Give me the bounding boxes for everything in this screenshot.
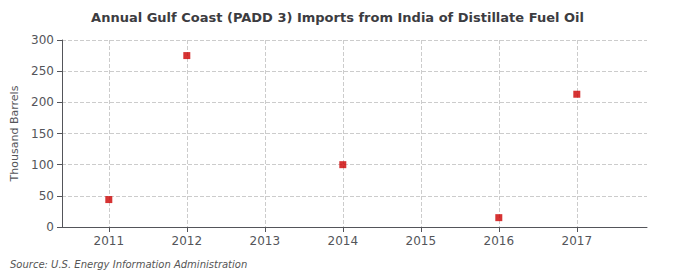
- svg-text:Thousand Barrels: Thousand Barrels: [8, 85, 21, 182]
- svg-text:50: 50: [39, 189, 54, 203]
- svg-text:150: 150: [31, 127, 54, 141]
- svg-text:100: 100: [31, 158, 54, 172]
- svg-text:2016: 2016: [484, 234, 515, 248]
- svg-text:Annual Gulf Coast (PADD 3) Imp: Annual Gulf Coast (PADD 3) Imports from …: [91, 10, 584, 25]
- svg-text:2012: 2012: [172, 234, 203, 248]
- svg-text:250: 250: [31, 64, 54, 78]
- svg-text:2013: 2013: [250, 234, 281, 248]
- svg-text:2011: 2011: [94, 234, 125, 248]
- svg-text:200: 200: [31, 95, 54, 109]
- svg-text:0: 0: [46, 220, 54, 234]
- svg-text:300: 300: [31, 33, 54, 47]
- svg-text:2014: 2014: [328, 234, 359, 248]
- svg-text:Source: U.S. Energy Informatio: Source: U.S. Energy Information Administ…: [10, 259, 247, 270]
- svg-text:2015: 2015: [406, 234, 437, 248]
- svg-text:2017: 2017: [562, 234, 593, 248]
